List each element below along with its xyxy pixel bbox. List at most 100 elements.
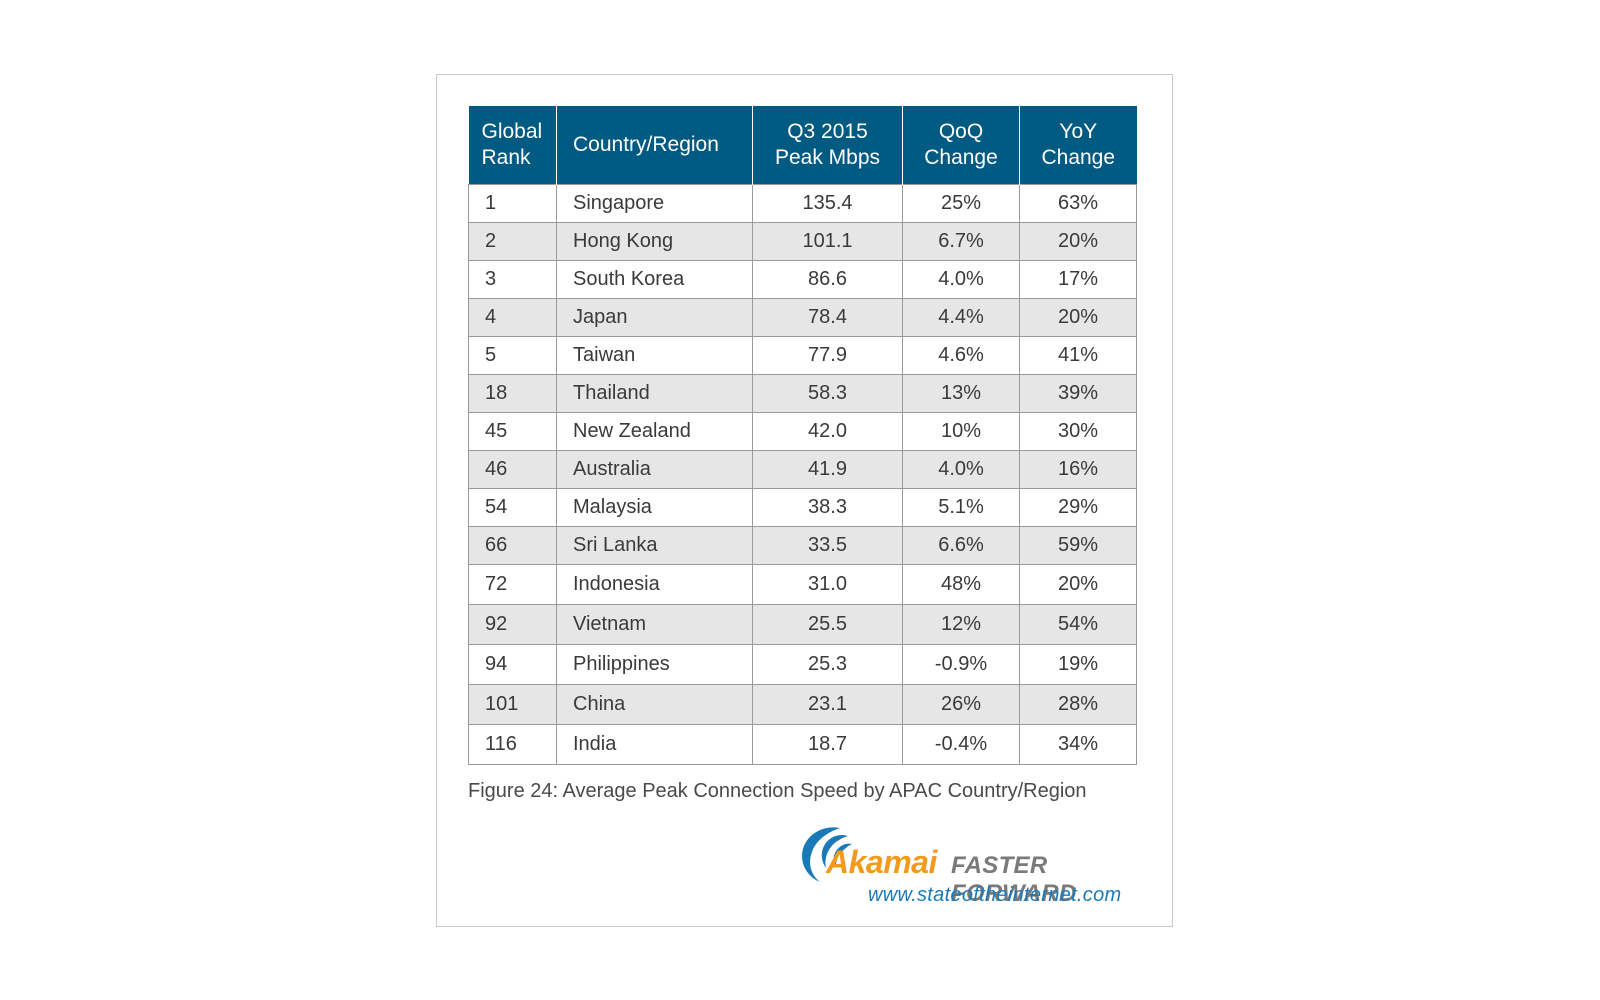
table-row: 2 Hong Kong 101.1 6.7% 20%	[468, 222, 1137, 261]
qoq-change-cell: 6.7%	[902, 222, 1020, 261]
yoy-change-cell: 20%	[1019, 298, 1137, 337]
yoy-change-cell: 20%	[1019, 564, 1137, 605]
table-row: 66 Sri Lanka 33.5 6.6% 59%	[468, 526, 1137, 565]
header-label-line: YoY	[1059, 120, 1098, 143]
rank-cell: 2	[468, 222, 557, 261]
yoy-change-cell: 29%	[1019, 488, 1137, 527]
peak-mbps-cell: 25.5	[752, 604, 903, 645]
country-cell: Malaysia	[556, 488, 753, 527]
peak-mbps-cell: 41.9	[752, 450, 903, 489]
qoq-change-cell: 48%	[902, 564, 1020, 605]
table-row: 1 Singapore 135.4 25% 63%	[468, 184, 1137, 223]
table-row: 101 China 23.1 26% 28%	[468, 684, 1137, 725]
akamai-logo: Akamai FASTER FORWARD	[796, 822, 1156, 907]
qoq-change-cell: -0.9%	[902, 644, 1020, 685]
yoy-change-cell: 39%	[1019, 374, 1137, 413]
yoy-change-cell: 41%	[1019, 336, 1137, 375]
rank-cell: 66	[468, 526, 557, 565]
peak-mbps-cell: 23.1	[752, 684, 903, 725]
akamai-wordmark: Akamai	[826, 844, 937, 880]
qoq-change-cell: 4.4%	[902, 298, 1020, 337]
country-cell: New Zealand	[556, 412, 753, 451]
header-label-line: Rank	[481, 146, 531, 169]
qoq-change-cell: 25%	[902, 184, 1020, 223]
rank-cell: 4	[468, 298, 557, 337]
rank-cell: 18	[468, 374, 557, 413]
peak-mbps-cell: 25.3	[752, 644, 903, 685]
header-label-line: Country/Region	[573, 133, 719, 156]
yoy-change-cell: 28%	[1019, 684, 1137, 725]
table-row: 92 Vietnam 25.5 12% 54%	[468, 604, 1137, 645]
header-qoq-change: QoQ Change	[902, 106, 1020, 185]
akamai-swoosh-icon	[802, 827, 852, 882]
peak-mbps-cell: 31.0	[752, 564, 903, 605]
table-row: 5 Taiwan 77.9 4.6% 41%	[468, 336, 1137, 375]
header-label-line: QoQ	[938, 120, 984, 143]
country-cell: Japan	[556, 298, 753, 337]
header-label-line: Change	[1041, 146, 1116, 169]
rank-cell: 3	[468, 260, 557, 299]
country-cell: Singapore	[556, 184, 753, 223]
peak-mbps-cell: 38.3	[752, 488, 903, 527]
header-peak-mbps: Q3 2015 Peak Mbps	[752, 106, 903, 185]
table-row: 72 Indonesia 31.0 48% 20%	[468, 564, 1137, 605]
country-cell: Vietnam	[556, 604, 753, 645]
qoq-change-cell: 12%	[902, 604, 1020, 645]
header-row: Global Rank Country/Region Q3 2015 Peak …	[468, 106, 1137, 185]
peak-mbps-cell: 135.4	[752, 184, 903, 223]
country-cell: Australia	[556, 450, 753, 489]
peak-mbps-cell: 78.4	[752, 298, 903, 337]
country-cell: Hong Kong	[556, 222, 753, 261]
qoq-change-cell: 6.6%	[902, 526, 1020, 565]
table-row: 4 Japan 78.4 4.4% 20%	[468, 298, 1137, 337]
akamai-tagline: FASTER FORWARD	[951, 852, 1077, 907]
table-row: 116 India 18.7 -0.4% 34%	[468, 724, 1137, 765]
speed-table: Global Rank Country/Region Q3 2015 Peak …	[468, 106, 1137, 765]
peak-mbps-cell: 42.0	[752, 412, 903, 451]
qoq-change-cell: 4.6%	[902, 336, 1020, 375]
rank-cell: 46	[468, 450, 557, 489]
rank-cell: 116	[468, 724, 557, 765]
rank-cell: 45	[468, 412, 557, 451]
qoq-change-cell: -0.4%	[902, 724, 1020, 765]
header-label-line: Q3 2015	[787, 120, 868, 143]
country-cell: Indonesia	[556, 564, 753, 605]
header-label-line: Peak Mbps	[774, 146, 881, 169]
country-cell: China	[556, 684, 753, 725]
yoy-change-cell: 16%	[1019, 450, 1137, 489]
yoy-change-cell: 20%	[1019, 222, 1137, 261]
table-row: 3 South Korea 86.6 4.0% 17%	[468, 260, 1137, 299]
yoy-change-cell: 30%	[1019, 412, 1137, 451]
peak-mbps-cell: 101.1	[752, 222, 903, 261]
peak-mbps-cell: 58.3	[752, 374, 903, 413]
table-row: 94 Philippines 25.3 -0.9% 19%	[468, 644, 1137, 685]
qoq-change-cell: 26%	[902, 684, 1020, 725]
rank-cell: 54	[468, 488, 557, 527]
table-row: 46 Australia 41.9 4.0% 16%	[468, 450, 1137, 489]
yoy-change-cell: 59%	[1019, 526, 1137, 565]
qoq-change-cell: 5.1%	[902, 488, 1020, 527]
yoy-change-cell: 34%	[1019, 724, 1137, 765]
country-cell: South Korea	[556, 260, 753, 299]
table-row: 45 New Zealand 42.0 10% 30%	[468, 412, 1137, 451]
country-cell: Taiwan	[556, 336, 753, 375]
yoy-change-cell: 19%	[1019, 644, 1137, 685]
header-country-region: Country/Region	[556, 106, 753, 185]
yoy-change-cell: 63%	[1019, 184, 1137, 223]
header-yoy-change: YoY Change	[1019, 106, 1137, 185]
table-row: 54 Malaysia 38.3 5.1% 29%	[468, 488, 1137, 527]
qoq-change-cell: 13%	[902, 374, 1020, 413]
rank-cell: 72	[468, 564, 557, 605]
peak-mbps-cell: 33.5	[752, 526, 903, 565]
rank-cell: 5	[468, 336, 557, 375]
qoq-change-cell: 4.0%	[902, 450, 1020, 489]
rank-cell: 92	[468, 604, 557, 645]
header-global-rank: Global Rank	[468, 106, 557, 185]
figure-caption: Figure 24: Average Peak Connection Speed…	[468, 780, 1087, 802]
rank-cell: 1	[468, 184, 557, 223]
yoy-change-cell: 54%	[1019, 604, 1137, 645]
header-label-line: Global	[481, 120, 543, 143]
country-cell: Thailand	[556, 374, 753, 413]
source-url: www.stateoftheinternet.com	[868, 884, 1122, 906]
country-cell: India	[556, 724, 753, 765]
